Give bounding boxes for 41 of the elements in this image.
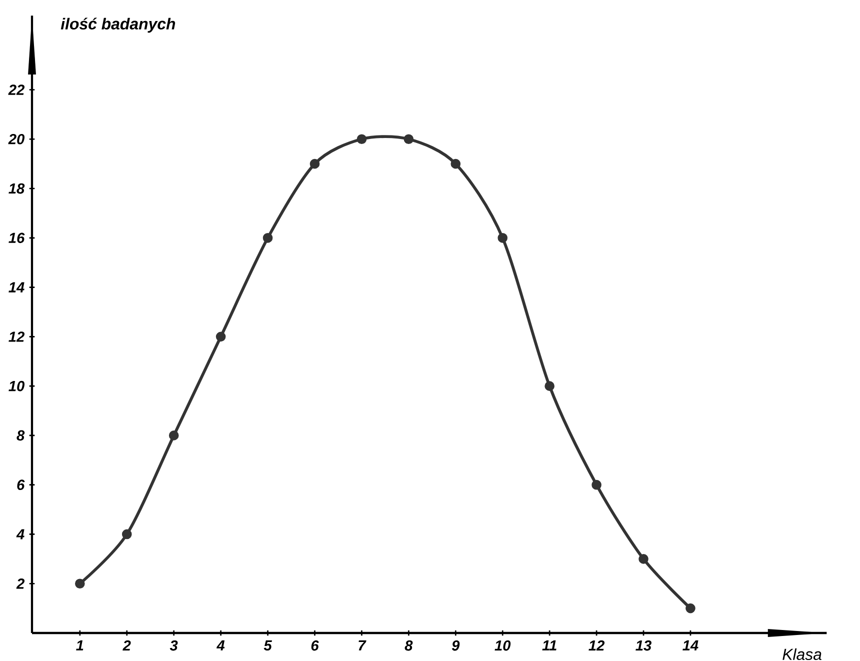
point xyxy=(498,232,508,243)
x-tick-label: 13 xyxy=(636,640,652,651)
point xyxy=(168,430,179,440)
x-tick-label: 9 xyxy=(452,640,460,651)
x-tick-label: 11 xyxy=(542,640,556,650)
y-axis-title: ilość badanych xyxy=(60,18,176,33)
x-tick-label: 3 xyxy=(170,640,178,651)
x-tick-label: 10 xyxy=(494,640,511,651)
x-tick-label: 6 xyxy=(311,640,319,651)
point xyxy=(356,134,367,144)
x-tick-label: 14 xyxy=(682,640,698,650)
point xyxy=(638,554,648,564)
x-tick-label: 4 xyxy=(216,640,225,650)
point xyxy=(450,158,461,169)
x-tick-label: 5 xyxy=(264,640,272,651)
point xyxy=(686,603,696,614)
point xyxy=(310,158,320,169)
x-axis-title: Klasa xyxy=(782,648,822,660)
point xyxy=(262,232,273,243)
x-tick-label: 12 xyxy=(588,640,605,651)
y-tick-label: 6 xyxy=(17,480,25,490)
point xyxy=(74,578,85,589)
x-tick-label: 7 xyxy=(358,640,366,650)
x-tick-label: 2 xyxy=(122,640,131,651)
point xyxy=(404,134,414,144)
point xyxy=(122,529,132,540)
y-tick-label: 14 xyxy=(8,282,24,292)
y-tick-label: 8 xyxy=(16,430,25,441)
point xyxy=(592,480,602,490)
y-tick-label: 16 xyxy=(8,232,25,244)
x-tick-label: 8 xyxy=(404,640,413,651)
x-tick-label: 1 xyxy=(76,640,84,650)
y-tick-label: 10 xyxy=(8,380,24,392)
y-tick-label: 18 xyxy=(8,183,25,194)
y-tick-label: 20 xyxy=(8,134,24,144)
point xyxy=(216,332,226,342)
point xyxy=(544,381,554,391)
y-tick-label: 12 xyxy=(8,332,24,342)
y-tick-label: 22 xyxy=(8,84,24,95)
y-tick-label: 4 xyxy=(16,529,24,540)
y-tick-label: 2 xyxy=(16,578,24,589)
